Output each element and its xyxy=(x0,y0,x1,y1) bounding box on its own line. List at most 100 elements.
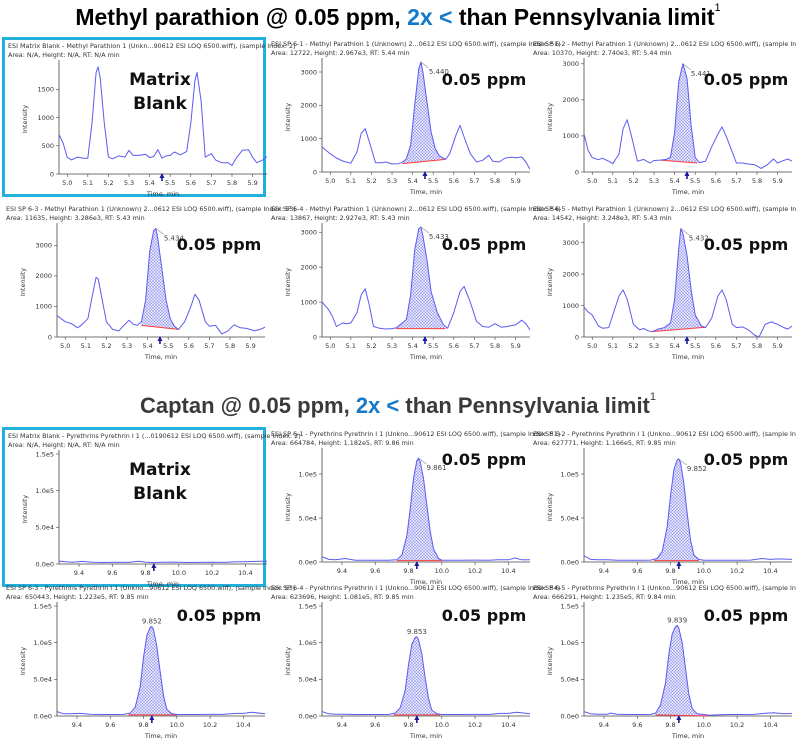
x-tick-label: 10.0 xyxy=(172,569,186,577)
x-tick-label: 5.0 xyxy=(325,342,335,350)
y-axis-label: Intensity xyxy=(284,647,292,675)
y-axis-label: Intensity xyxy=(546,103,554,131)
x-tick-label: 9.6 xyxy=(370,721,380,729)
chromatogram-plot: 0 1000 2000 3000 5.0 5.1 5.2 5.3 5.4 5.5 5.6 5.7 5.8… xyxy=(546,58,792,196)
y-tick-label: 2000 xyxy=(300,263,317,271)
panel-header: ESI SP 6-2 - Methyl Parathion 1 (Unknown… xyxy=(533,40,796,58)
x-tick-label: 5.8 xyxy=(752,177,762,185)
x-tick-label: 5.5 xyxy=(165,179,175,187)
y-axis-label: Intensity xyxy=(19,647,27,675)
y-tick-label: 0.0e0 xyxy=(299,712,317,720)
x-tick-label: 5.6 xyxy=(449,342,459,350)
x-tick-label: 10.0 xyxy=(697,567,711,575)
y-tick-label: 5.0e4 xyxy=(299,676,317,684)
x-axis-label: Time, min xyxy=(144,353,177,361)
chromatogram-plot: 0.0e0 5.0e4 1.0e5 1.5e5 9.4 9.6 9.8 10.0 10.2 10.… xyxy=(19,602,265,740)
x-tick-label: 5.4 xyxy=(142,342,152,350)
chromatogram-plot: 0.0e0 5.0e4 1.0e5 1.5e5 9.4 9.6 9.8 10.0 10.2 10.… xyxy=(21,450,267,588)
chromatogram-trace xyxy=(59,66,267,166)
matrix-blank-label: Matrix Blank xyxy=(129,460,191,504)
x-tick-label: 5.7 xyxy=(469,177,479,185)
peak-summary: Area: 666291, Height: 1.235e5, RT: 9.84 … xyxy=(533,593,676,601)
x-tick-label: 5.8 xyxy=(225,342,235,350)
retention-time-label: 5.433 xyxy=(429,233,449,241)
panel-header: ESI SP 6-4 - Methyl Parathion 1 (Unknown… xyxy=(271,205,561,223)
chromatogram-plot: 0.0e0 5.0e4 1.0e5 1.5e5 9.4 9.6 9.8 10.0 10.2 10.… xyxy=(546,602,792,740)
expected-rt-arrow-icon xyxy=(684,336,690,344)
x-tick-label: 10.0 xyxy=(435,721,449,729)
sample-description: ESI Matrix Blank - Pyrethrins Pyrethrin … xyxy=(8,432,301,440)
x-tick-label: 10.0 xyxy=(435,567,449,575)
y-tick-label: 5.0e4 xyxy=(34,676,52,684)
x-axis-label: Time, min xyxy=(409,578,442,586)
peak-summary: Area: N/A, Height: N/A, RT: N/A min xyxy=(8,51,120,59)
title-text: Methyl parathion @ 0.05 ppm, xyxy=(75,4,408,30)
rt-leader-line xyxy=(682,63,692,71)
x-tick-label: 5.2 xyxy=(101,342,111,350)
x-axis-label: Time, min xyxy=(409,732,442,740)
x-tick-label: 5.6 xyxy=(711,177,721,185)
rt-leader-line xyxy=(680,228,689,235)
y-tick-label: 1.0e5 xyxy=(299,639,317,647)
peak-baseline xyxy=(660,159,698,164)
expected-rt-arrow-icon xyxy=(149,715,155,723)
y-tick-label: 0.0e0 xyxy=(561,712,579,720)
integrated-peak-area xyxy=(653,459,699,561)
x-tick-label: 5.2 xyxy=(103,179,113,187)
x-tick-label: 5.5 xyxy=(163,342,173,350)
panel-header: ESI SP 6-1 - Methyl Parathion 1 (Unknown… xyxy=(271,40,561,58)
expected-rt-arrow-icon xyxy=(414,715,420,723)
y-tick-label: 1.0e5 xyxy=(561,470,579,478)
sample-description: ESI SP 6-5 - Methyl Parathion 1 (Unknown… xyxy=(533,205,796,213)
chromatogram-plot: 0.0e0 5.0e4 1.0e5 9.4 9.6 9.8 10.0 10.2 10.4 Time… xyxy=(284,448,530,586)
x-axis-label: Time, min xyxy=(146,580,179,588)
y-tick-label: 1.5e5 xyxy=(34,602,52,610)
y-tick-label: 1000 xyxy=(35,303,52,311)
chromatogram-plot: 0 1000 2000 3000 5.0 5.1 5.2 5.3 5.4 5.5 5.6 5.7 5.8… xyxy=(284,223,530,361)
expected-rt-arrow-icon xyxy=(676,561,682,569)
x-tick-label: 5.4 xyxy=(407,177,417,185)
x-axis-label: Time, min xyxy=(409,353,442,361)
x-tick-label: 5.4 xyxy=(144,179,154,187)
sample-description: ESI SP 6-4 - Pyrethrins Pyrethrin I 1 (U… xyxy=(271,584,561,592)
x-tick-label: 5.2 xyxy=(628,342,638,350)
x-tick-label: 5.1 xyxy=(346,177,356,185)
sample-description: ESI SP 6-1 - Methyl Parathion 1 (Unknown… xyxy=(271,40,561,48)
peak-summary: Area: 14542, Height: 3.248e3, RT: 5.43 m… xyxy=(533,214,672,222)
chromatogram-panel: ESI SP 6-4 - Pyrethrins Pyrethrin I 1 (U… xyxy=(268,582,560,742)
y-tick-label: 2000 xyxy=(35,272,52,280)
x-axis-label: Time, min xyxy=(146,190,179,198)
x-tick-label: 9.4 xyxy=(74,569,84,577)
footnote-marker: 1 xyxy=(649,391,657,403)
y-tick-label: 2000 xyxy=(300,102,317,110)
y-tick-label: 1.5e5 xyxy=(561,602,579,610)
x-tick-label: 10.4 xyxy=(501,721,515,729)
integrated-peak-area xyxy=(402,62,446,164)
concentration-label: 0.05 ppm xyxy=(441,606,527,625)
concentration-label: 0.05 ppm xyxy=(703,606,789,625)
chromatogram-panel: ESI SP 6-1 - Pyrethrins Pyrethrin I 1 (U… xyxy=(268,428,560,588)
sample-description: ESI SP 6-1 - Pyrethrins Pyrethrin I 1 (U… xyxy=(271,430,561,438)
x-tick-label: 9.6 xyxy=(105,721,115,729)
retention-time-label: 9.861 xyxy=(427,464,447,472)
concentration-label: 0.05 ppm xyxy=(441,450,527,469)
chromatogram-trace xyxy=(322,226,530,331)
x-tick-label: 9.8 xyxy=(138,721,148,729)
title-text: Captan @ 0.05 ppm, xyxy=(139,393,356,418)
panel-header: ESI Matrix Blank - Methyl Parathion 1 (U… xyxy=(8,42,296,60)
chromatogram-trace xyxy=(584,624,792,716)
peak-summary: Area: 13867, Height: 2.927e3, RT: 5.43 m… xyxy=(271,214,410,222)
title-text-post: than Pennsylvania limit xyxy=(399,393,650,418)
y-tick-label: 5.0e4 xyxy=(561,514,579,522)
panel-header: ESI SP 6-4 - Pyrethrins Pyrethrin I 1 (U… xyxy=(271,584,560,602)
y-tick-label: 1000 xyxy=(300,135,317,143)
peak-summary: Area: 12722, Height: 2.967e3, RT: 5.44 m… xyxy=(271,49,410,57)
x-tick-label: 10.2 xyxy=(468,721,482,729)
y-tick-label: 1.5e5 xyxy=(299,602,317,610)
x-tick-label: 5.1 xyxy=(346,342,356,350)
y-tick-label: 1000 xyxy=(562,302,579,310)
chromatogram-plot: 0 1000 2000 3000 5.0 5.1 5.2 5.3 5.4 5.5 5.6 5.7 5.8… xyxy=(19,223,265,361)
x-tick-label: 5.9 xyxy=(772,342,782,350)
x-tick-label: 5.6 xyxy=(711,342,721,350)
chromatogram-panel: ESI SP 6-3 - Methyl Parathion 1 (Unknown… xyxy=(3,203,296,363)
